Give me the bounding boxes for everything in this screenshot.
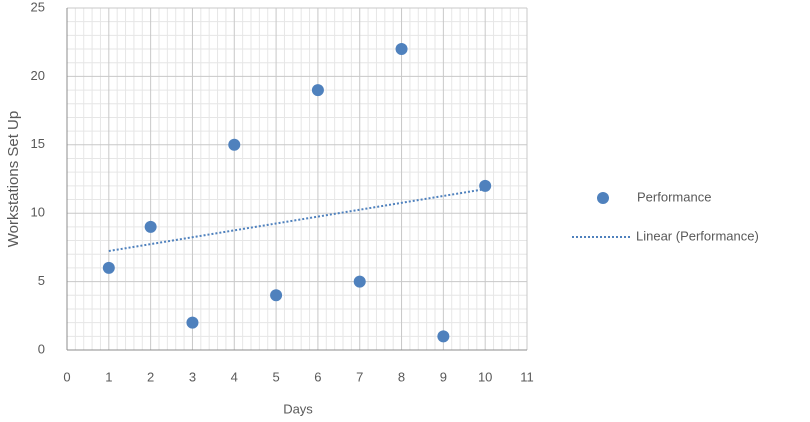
y-tick-label: 10 [31, 205, 45, 220]
x-tick-label: 11 [520, 369, 534, 384]
x-axis-label: Days [283, 401, 313, 416]
legend-label: Linear (Performance) [636, 228, 759, 243]
trendline [108, 188, 486, 252]
y-tick-label: 20 [31, 68, 45, 83]
point [144, 220, 157, 233]
x-tick-label: 1 [105, 369, 112, 384]
x-tick-label: 7 [356, 369, 363, 384]
legend-label: Performance [637, 189, 711, 204]
y-tick-label: 25 [31, 0, 45, 14]
x-tick-label: 10 [478, 369, 492, 384]
x-tick-label: 9 [440, 369, 447, 384]
x-tick-label: 5 [272, 369, 279, 384]
legend-marker [597, 192, 609, 204]
point [311, 84, 324, 97]
point [228, 138, 241, 151]
y-axis-label: Workstations Set Up [5, 111, 22, 247]
y-tick-label: 15 [31, 136, 45, 151]
x-tick-label: 4 [231, 369, 238, 384]
x-tick-label: 8 [398, 369, 405, 384]
point [353, 275, 366, 288]
x-tick-label: 3 [189, 369, 196, 384]
y-tick-label: 5 [38, 273, 45, 288]
y-tick-label: 0 [38, 341, 45, 356]
point [186, 316, 199, 329]
point [437, 330, 450, 343]
point [395, 43, 408, 56]
x-tick-label: 2 [147, 369, 154, 384]
point [270, 289, 283, 302]
point [479, 179, 492, 192]
x-tick-label: 6 [314, 369, 321, 384]
point [102, 261, 115, 274]
x-tick-label: 0 [63, 369, 70, 384]
